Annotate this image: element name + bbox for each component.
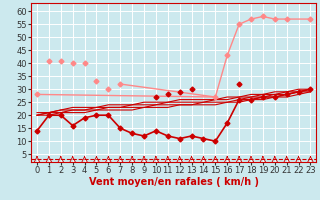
X-axis label: Vent moyen/en rafales ( km/h ): Vent moyen/en rafales ( km/h ) [89, 177, 259, 187]
